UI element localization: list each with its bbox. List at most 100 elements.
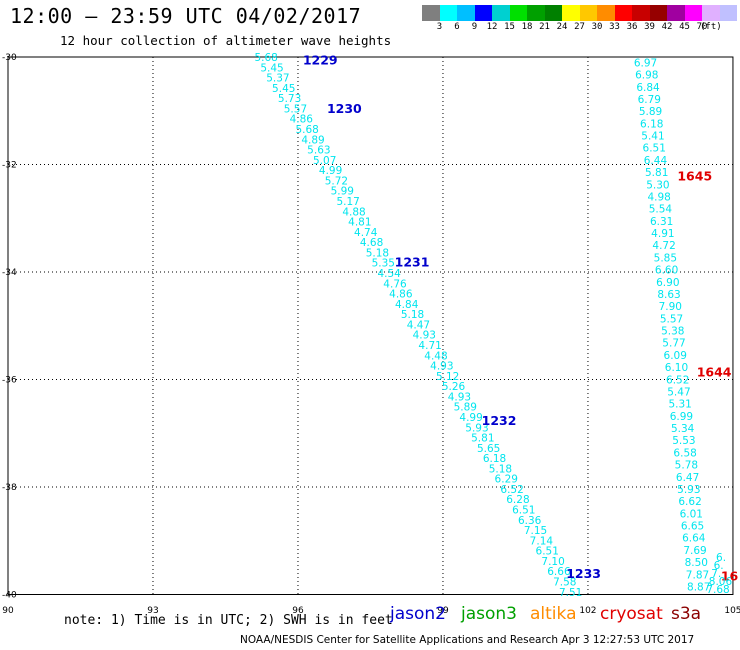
colorbar-swatch [667,5,685,21]
plot-frame [7,56,734,595]
credit-line: NOAA/NESDIS Center for Satellite Applica… [240,634,695,646]
wave-height-value: 4.86 [389,289,413,301]
wave-height-value: 6.44 [644,155,668,167]
colorbar-swatch [474,5,492,21]
latitude-tick-label: -40 [2,591,17,601]
wave-height-value: 4.88 [342,206,365,218]
wave-height-value: 7.87 [686,569,709,581]
colorbar-label: 36 [626,22,638,32]
wave-height-value: 5.37 [266,73,289,85]
wave-height-value: 4.68 [360,237,383,249]
wave-height-value: 5.26 [442,381,466,393]
wave-height-value: 6.62 [678,496,701,508]
wave-height-value: 6.51 [536,546,559,558]
legend-jason3: jason3 [461,604,517,624]
pass-time-label: 16 [721,569,739,584]
colorbar-label: 9 [471,22,478,32]
wave-height-value: 4.93 [430,361,453,373]
longitude-tick-label: 90 [2,606,14,616]
pass-time-label: 1229 [303,53,338,68]
pass-time-label: 1231 [395,254,430,269]
colorbar-swatch [614,5,632,21]
wave-height-value: 5.93 [465,422,488,434]
wave-height-value: 6.10 [665,362,688,374]
wave-height-value: 6. [714,560,724,572]
wave-height-value: 5.77 [662,338,685,350]
map-subtitle: 12 hour collection of altimeter wave hei… [60,33,392,48]
legend-jason2: jason2 [390,604,446,624]
longitude-tick-label: 99 [437,606,449,616]
latitude-tick-label: -30 [2,53,17,63]
colorbar-label: 45 [679,22,690,32]
colorbar-swatch [492,5,510,21]
wave-height-value: 4.98 [647,191,670,203]
wave-height-value: 6.84 [636,82,660,94]
wave-height-value: 7.90 [659,301,682,313]
wave-height-value: 4.47 [407,319,430,331]
wave-height-value: 7.10 [541,556,564,568]
pass-time-label: 1645 [677,168,712,183]
colorbar-swatch [632,5,650,21]
colorbar-swatch [719,5,737,21]
wave-height-value: 4.93 [413,330,436,342]
wave-height-value: 5.63 [307,145,330,157]
wave-height-value: 5.54 [649,204,673,216]
pass-time-label: 1230 [327,101,362,116]
colorbar-label: 15 [504,22,515,32]
colorbar-swatch [649,5,667,21]
wave-height-value: 7.69 [683,545,706,557]
colorbar-swatch [597,5,615,21]
wave-height-value: 5.93 [677,484,700,496]
latitude-tick-label: -36 [2,376,17,386]
footer-note: note: 1) Time is in UTC; 2) SWH is in fe… [64,613,393,628]
wave-height-value: 5.57 [284,103,307,115]
wave-height-value: 5.85 [654,252,677,264]
wave-height-value: 5.17 [336,196,359,208]
wave-height-value: 5.72 [325,175,348,187]
wave-height-value: 6.28 [506,494,529,506]
colorbar-label: 42 [661,22,673,32]
wave-height-value: 6.58 [673,447,696,459]
wave-height-value: 5.73 [278,93,301,105]
colorbar-swatch [562,5,580,21]
longitude-tick-label: 102 [579,606,596,616]
wave-height-value: 6.79 [638,94,661,106]
wave-height-value: 5.45 [272,83,295,95]
latitude-tick-label: -34 [2,268,17,278]
wave-height-value: 5.99 [331,186,354,198]
wave-height-value: 6.18 [483,453,506,465]
wave-height-value: 5.18 [489,463,512,475]
longitude-tick-label: 96 [292,606,304,616]
wave-height-value: 5.81 [471,433,494,445]
wave-height-value: 4.86 [290,114,314,126]
colorbar-label: 12 [486,22,498,32]
wave-height-value: 5.07 [313,155,336,167]
colorbar-swatch [702,5,720,21]
wave-height-value: 6. [716,552,726,564]
wave-height-value: 4.72 [652,240,675,252]
colorbar-swatch [439,5,457,21]
wave-height-value: 8.63 [657,289,680,301]
wave-height-value: 5.31 [668,399,691,411]
wave-height-colorbar [422,5,737,21]
wave-height-value: 6.99 [670,411,693,423]
wave-height-value: 6.52 [500,484,523,496]
wave-height-value: 5.68 [254,52,277,64]
wave-height-value: 4.89 [301,134,324,146]
colorbar-swatch [457,5,475,21]
wave-height-value: 8.87 [687,581,710,593]
wave-height-value: 6.60 [655,265,678,277]
wave-height-value: 4.76 [383,278,407,290]
wave-height-value: 5.57 [660,313,683,325]
wave-height-value: 4.74 [354,227,378,239]
wave-height-value: 6.98 [635,70,658,82]
wave-height-value: 4.93 [448,391,471,403]
wave-height-value: 7.51 [559,587,582,599]
wave-height-value: 7. [711,568,721,580]
pass-time-label: 1232 [482,413,517,428]
wave-height-value: 5.35 [372,258,395,270]
colorbar-swatch [579,5,597,21]
wave-height-value: 5.18 [401,309,424,321]
wave-height-value: 6.31 [650,216,673,228]
colorbar-label: 39 [644,22,655,32]
